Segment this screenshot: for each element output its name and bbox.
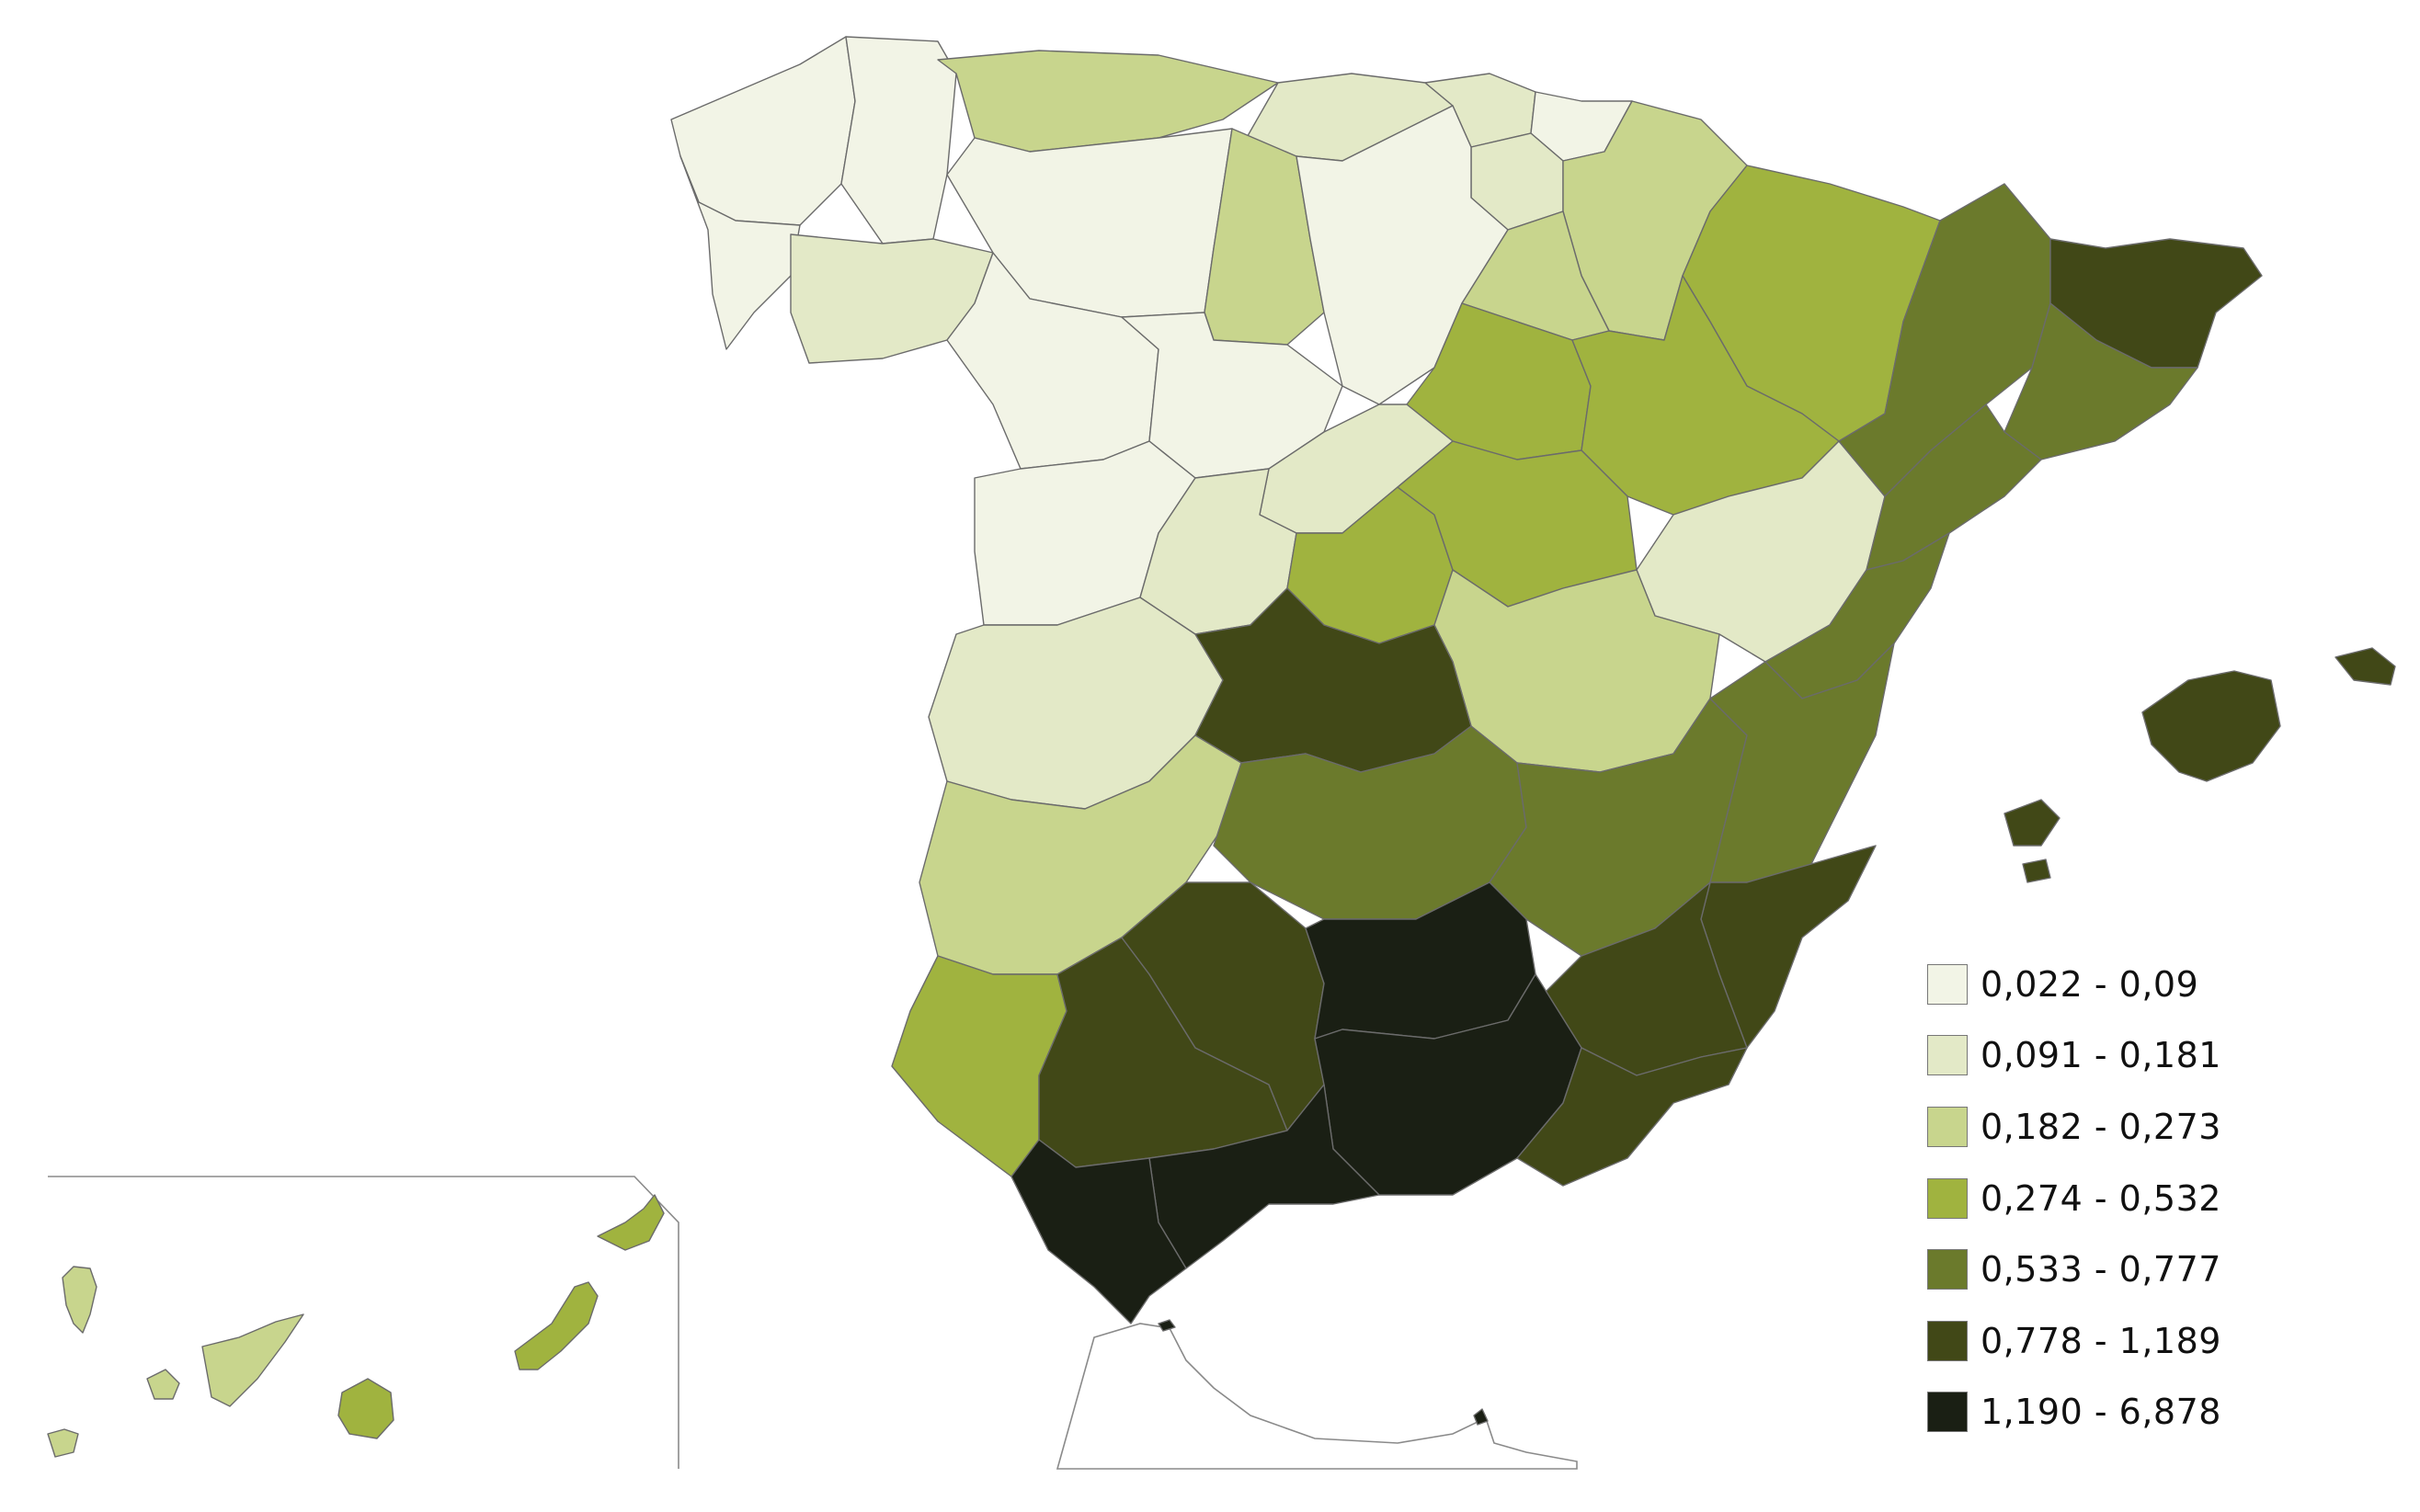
legend-label: 0,778 - 1,189 <box>1981 1320 2221 1361</box>
island-la-gomera <box>146 1369 180 1400</box>
legend-label: 0,091 - 0,181 <box>1981 1035 2221 1076</box>
legend-label: 0,022 - 0,09 <box>1981 963 2199 1005</box>
legend-label: 0,182 - 0,273 <box>1981 1106 2221 1147</box>
province-menorca <box>2334 647 2396 686</box>
legend-label: 1,190 - 6,878 <box>1981 1392 2221 1433</box>
legend-swatch <box>1927 1035 1968 1076</box>
province-barcelona <box>2003 302 2198 460</box>
province-lugo <box>840 36 957 244</box>
province-almeria <box>1516 1047 1748 1187</box>
island-fuerteventura <box>514 1281 599 1370</box>
legend-item: 1,190 - 6,878 <box>1927 1377 2221 1449</box>
legend-swatch <box>1927 1177 1968 1219</box>
island-gran-canaria <box>337 1378 394 1439</box>
province-ibiza <box>2003 799 2060 847</box>
legend-swatch <box>1927 1249 1968 1290</box>
province-formentera <box>2022 858 2051 883</box>
melilla <box>1473 1408 1489 1426</box>
legend-item: 0,022 - 0,09 <box>1927 949 2221 1020</box>
map-legend: 0,022 - 0,09 0,091 - 0,181 0,182 - 0,273… <box>1927 949 2221 1448</box>
island-tenerife <box>201 1313 304 1407</box>
province-mallorca <box>2141 670 2281 782</box>
north-africa-frame <box>1056 1323 1578 1470</box>
legend-swatch <box>1927 1320 1968 1361</box>
legend-item: 0,274 - 0,532 <box>1927 1163 2221 1234</box>
legend-swatch <box>1927 963 1968 1005</box>
legend-item: 0,091 - 0,181 <box>1927 1020 2221 1092</box>
legend-swatch <box>1927 1106 1968 1147</box>
province-pontevedra <box>679 155 801 350</box>
legend-label: 0,274 - 0,532 <box>1981 1177 2221 1219</box>
legend-swatch <box>1927 1392 1968 1433</box>
province-asturias <box>937 50 1279 153</box>
legend-item: 0,182 - 0,273 <box>1927 1091 2221 1163</box>
legend-item: 0,533 - 0,777 <box>1927 1233 2221 1305</box>
island-el-hierro <box>47 1428 79 1458</box>
province-cadiz <box>1010 1139 1187 1324</box>
province-a-coruna <box>670 36 856 226</box>
island-lanzarote <box>597 1194 665 1251</box>
island-la-palma <box>62 1266 97 1334</box>
legend-item: 0,778 - 1,189 <box>1927 1305 2221 1377</box>
province-valencia <box>1709 642 1895 883</box>
ceuta <box>1158 1319 1176 1332</box>
legend-label: 0,533 - 0,777 <box>1981 1249 2221 1290</box>
